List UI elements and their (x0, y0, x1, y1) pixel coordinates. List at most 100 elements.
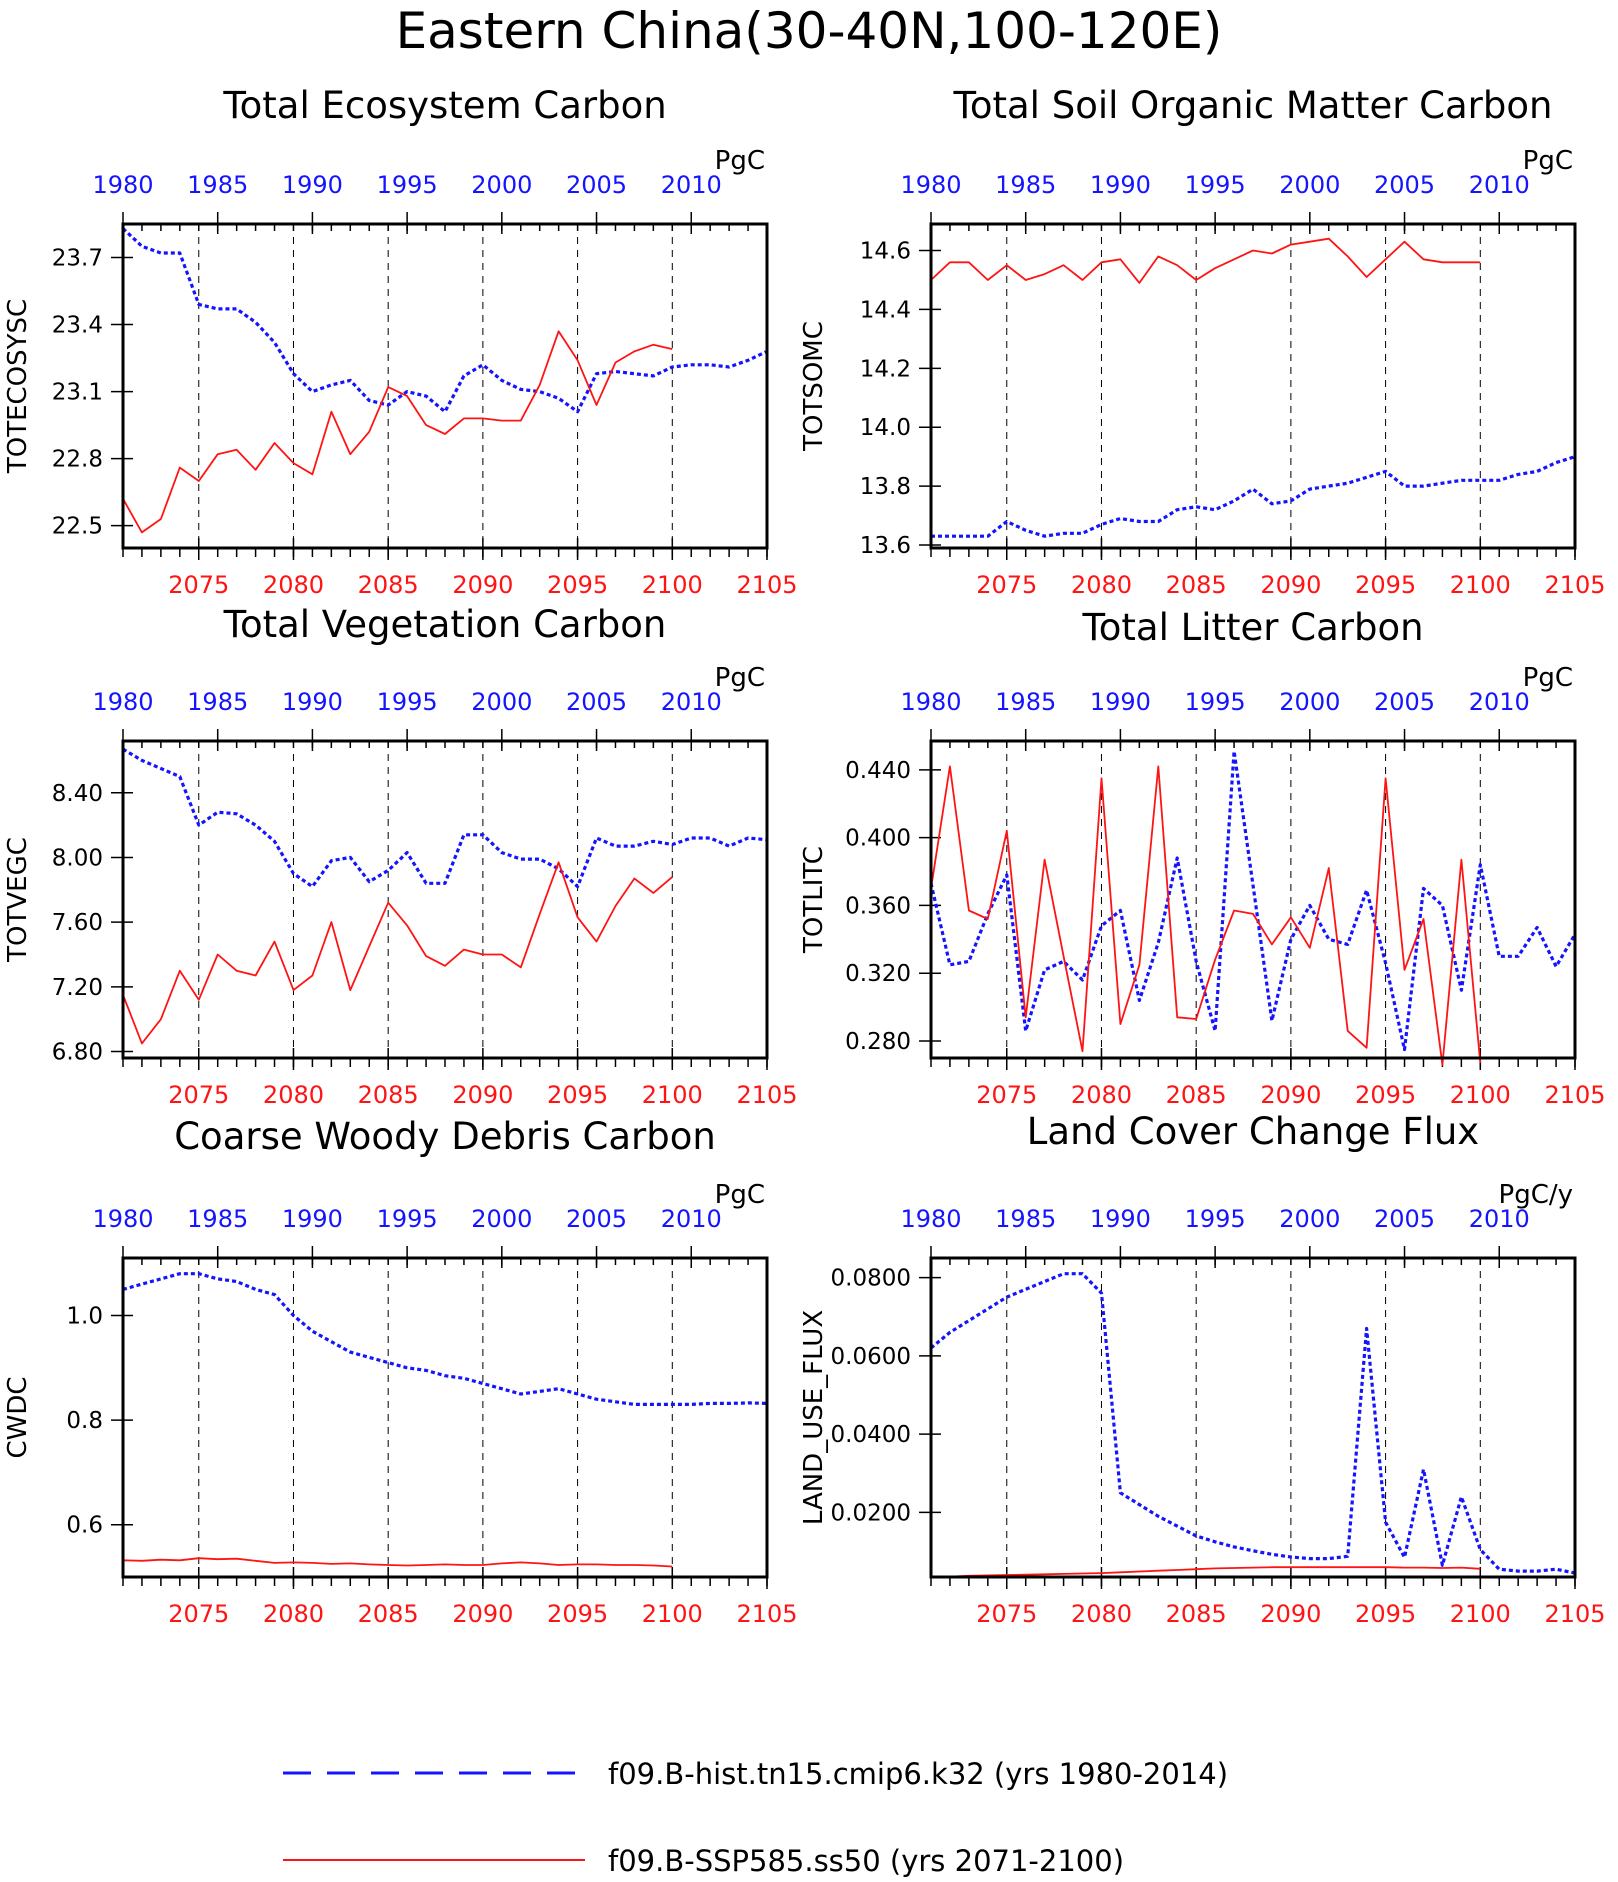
top-tick-label: 1995 (377, 171, 438, 199)
top-tick-label: 1990 (1090, 1205, 1151, 1233)
bottom-tick-label: 2105 (736, 571, 797, 599)
y-tick-label: 14.4 (860, 297, 911, 323)
top-tick-label: 1985 (995, 1205, 1056, 1233)
top-tick-label: 1990 (1090, 688, 1151, 716)
series-line-ssp (930, 237, 1481, 284)
bottom-tick-label: 2105 (1544, 1081, 1605, 1109)
top-tick-label: 2010 (1469, 1205, 1530, 1233)
units-label: PgC (715, 1180, 765, 1210)
bottom-tick-label: 2080 (1071, 571, 1132, 599)
top-tick-label: 1980 (900, 171, 961, 199)
bottom-tick-label: 2100 (642, 1081, 703, 1109)
top-tick-label: 1985 (995, 171, 1056, 199)
series-line-hist (122, 747, 768, 889)
top-tick-label: 1995 (1185, 171, 1246, 199)
y-axis-label: TOTSOMC (799, 321, 829, 452)
top-tick-label: 1990 (1090, 171, 1151, 199)
y-axis-label: TOTECOSYSC (3, 299, 33, 474)
bottom-tick-label: 2075 (168, 571, 229, 599)
top-tick-label: 1980 (92, 688, 153, 716)
y-tick-label: 0.0600 (831, 1344, 911, 1370)
top-tick-label: 1995 (377, 1205, 438, 1233)
chart-title: Total Soil Organic Matter Carbon (953, 84, 1553, 127)
bottom-tick-label: 2080 (263, 1600, 324, 1628)
y-tick-label: 6.80 (52, 1040, 103, 1066)
bottom-tick-label: 2105 (736, 1600, 797, 1628)
y-tick-label: 22.8 (52, 447, 103, 473)
y-tick-label: 14.0 (860, 415, 911, 441)
bottom-tick-label: 2075 (976, 571, 1037, 599)
top-tick-label: 2005 (1374, 1205, 1435, 1233)
bottom-tick-label: 2090 (452, 1081, 513, 1109)
top-tick-label: 1985 (187, 171, 248, 199)
chart-panels: Total Ecosystem Carbon PgC 1980 1985 1990 199… (3, 84, 1606, 1628)
bottom-tick-label: 2085 (358, 1600, 419, 1628)
bottom-tick-label: 2100 (1450, 1081, 1511, 1109)
bottom-tick-label: 2085 (1166, 1600, 1227, 1628)
y-tick-label: 1.0 (66, 1304, 103, 1330)
top-tick-label: 1980 (92, 171, 153, 199)
y-axis-label: CWDC (3, 1376, 33, 1458)
legend-label-hist: f09.B-hist.tn15.cmip6.k32 (yrs 1980-2014… (608, 1757, 1228, 1791)
units-label: PgC (1523, 663, 1573, 693)
top-tick-label: 1990 (282, 688, 343, 716)
y-tick-label: 13.6 (860, 533, 911, 559)
bottom-tick-label: 2075 (168, 1600, 229, 1628)
top-tick-label: 2000 (471, 688, 532, 716)
bottom-tick-label: 2105 (736, 1081, 797, 1109)
top-tick-label: 1985 (187, 1205, 248, 1233)
bottom-tick-label: 2095 (547, 571, 608, 599)
series-line-hist (929, 749, 1577, 1052)
series-line-hist (122, 1272, 768, 1407)
y-tick-label: 0.280 (845, 1029, 911, 1055)
bottom-tick-label: 2080 (1071, 1081, 1132, 1109)
y-tick-label: 0.320 (845, 961, 911, 987)
top-tick-label: 1980 (92, 1205, 153, 1233)
y-tick-label: 7.20 (52, 975, 103, 1001)
series-line-ssp (930, 1566, 1481, 1578)
y-tick-label: 0.6 (66, 1513, 103, 1539)
top-tick-label: 2010 (661, 688, 722, 716)
units-label: PgC (1523, 146, 1573, 176)
bottom-tick-label: 2100 (1450, 571, 1511, 599)
series-line-ssp (122, 1557, 673, 1568)
plot-frame (929, 739, 1577, 1060)
top-tick-label: 2005 (1374, 688, 1435, 716)
top-tick-label: 1990 (282, 1205, 343, 1233)
y-tick-label: 0.360 (845, 893, 911, 919)
bottom-tick-label: 2085 (358, 571, 419, 599)
y-tick-label: 23.7 (52, 246, 103, 272)
bottom-tick-label: 2090 (452, 1600, 513, 1628)
series-line-hist (929, 1272, 1576, 1575)
top-tick-label: 1980 (900, 688, 961, 716)
series-line-ssp (122, 330, 673, 534)
chart-coarse-woody-debris-carbon: Coarse Woody Debris Carbon PgC 1980 1985 199… (3, 1115, 798, 1628)
y-tick-label: 0.0400 (831, 1422, 911, 1448)
chart-title: Total Vegetation Carbon (223, 603, 667, 646)
chart-land-cover-change-flux: Land Cover Change Flux PgC/y 1980 1985 1990 1… (799, 1110, 1606, 1628)
top-tick-label: 1985 (995, 688, 1056, 716)
top-tick-label: 2000 (1279, 1205, 1340, 1233)
chart-title: Coarse Woody Debris Carbon (174, 1115, 716, 1158)
y-tick-label: 23.1 (52, 380, 103, 406)
bottom-tick-label: 2085 (1166, 571, 1227, 599)
plot-frame (929, 222, 1577, 550)
top-tick-label: 2005 (1374, 171, 1435, 199)
top-tick-label: 2000 (471, 1205, 532, 1233)
bottom-tick-label: 2085 (1166, 1081, 1227, 1109)
top-tick-label: 1990 (282, 171, 343, 199)
y-tick-label: 0.0200 (831, 1500, 911, 1526)
y-tick-label: 7.60 (52, 910, 103, 936)
top-tick-label: 2000 (1279, 171, 1340, 199)
series-line-hist (931, 455, 1576, 538)
bottom-tick-label: 2100 (642, 571, 703, 599)
top-tick-label: 1995 (377, 688, 438, 716)
units-label: PgC (715, 146, 765, 176)
bottom-tick-label: 2095 (1355, 571, 1416, 599)
bottom-tick-label: 2095 (1355, 1600, 1416, 1628)
bottom-tick-label: 2100 (1450, 1600, 1511, 1628)
chart-title: Land Cover Change Flux (1027, 1110, 1479, 1153)
series-line-ssp (930, 765, 1482, 1066)
units-label: PgC (715, 663, 765, 693)
bottom-tick-label: 2090 (452, 571, 513, 599)
